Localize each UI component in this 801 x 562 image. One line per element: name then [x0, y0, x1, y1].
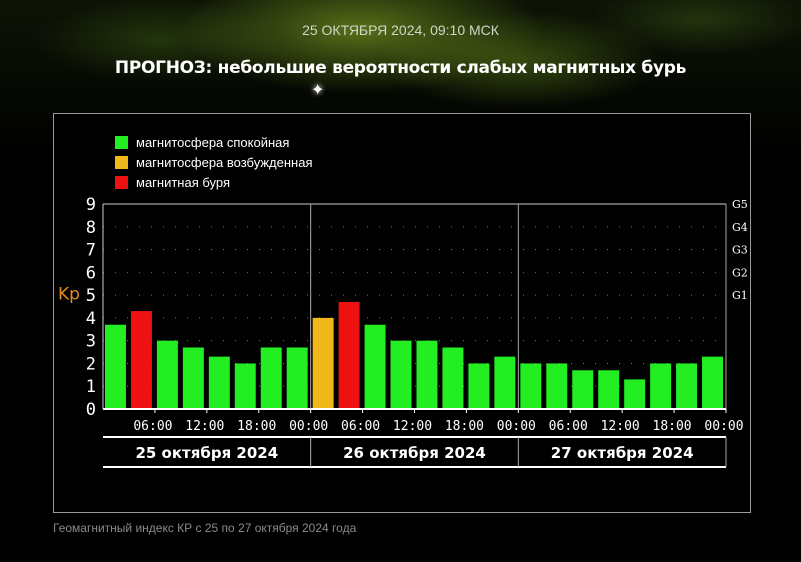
x-tick-label: 00:00 [704, 419, 743, 434]
y-tick-label: 5 [86, 286, 96, 306]
x-tick-label: 00:00 [497, 419, 536, 434]
day-label: 27 октября 2024 [551, 444, 694, 462]
x-tick-label: 18:00 [445, 419, 484, 434]
chart-panel: магнитосфера спокойная магнитосфера возб… [53, 113, 751, 513]
kp-bar [182, 347, 204, 409]
y-tick-label: 9 [86, 195, 96, 215]
kp-bar [260, 347, 282, 409]
g-level-label: G5 [732, 198, 748, 211]
x-tick-label: 18:00 [237, 419, 276, 434]
x-tick-label: 12:00 [393, 419, 432, 434]
chart-caption: Геомагнитный индекс КР с 25 по 27 октябр… [53, 521, 357, 535]
y-tick-label: 2 [86, 354, 96, 374]
kp-bar [130, 311, 152, 409]
kp-bar [156, 340, 178, 409]
kp-bar [105, 324, 126, 409]
kp-bar [208, 356, 230, 409]
g-level-label: G1 [732, 289, 748, 302]
legend-item-excited: магнитосфера возбужденная [115, 152, 313, 172]
kp-bar [676, 363, 698, 409]
kp-bar [286, 347, 308, 409]
legend-swatch-excited [115, 155, 128, 169]
legend-label-quiet: магнитосфера спокойная [136, 134, 290, 150]
star-icon: ✦ [311, 82, 325, 99]
x-tick-label: 18:00 [653, 419, 692, 434]
y-tick-label: 8 [86, 218, 96, 238]
legend-label-storm: магнитная буря [136, 174, 231, 190]
x-tick-label: 12:00 [185, 419, 224, 434]
kp-bar [234, 363, 256, 409]
g-level-label: G3 [732, 244, 748, 257]
legend-label-excited: магнитосфера возбужденная [136, 154, 313, 170]
forecast-title: ПРОГНОЗ: небольшие вероятности слабых ма… [114, 58, 687, 78]
y-tick-label: 6 [86, 263, 96, 283]
day-label: 25 октября 2024 [135, 444, 278, 462]
kp-bar [390, 340, 412, 409]
kp-bar [702, 356, 723, 409]
kp-bar [338, 301, 360, 409]
kp-bar [364, 324, 386, 409]
day-label: 26 октября 2024 [343, 444, 486, 462]
legend-swatch-storm [115, 175, 128, 189]
x-tick-label: 06:00 [341, 419, 380, 434]
x-tick-label: 12:00 [601, 419, 640, 434]
kp-bar [468, 363, 490, 409]
x-tick-label: 00:00 [289, 419, 328, 434]
y-tick-label: 3 [86, 332, 96, 352]
g-level-label: G2 [732, 266, 748, 279]
legend-item-quiet: магнитосфера спокойная [115, 132, 313, 152]
date-line: 25 ОКТЯБРЯ 2024, 09:10 МСК [302, 22, 499, 38]
g-level-label: G4 [732, 221, 748, 234]
y-axis-label: Kp [58, 285, 80, 305]
kp-bar [624, 379, 646, 409]
y-tick-label: 1 [86, 377, 96, 397]
kp-bar [546, 363, 568, 409]
x-tick-label: 06:00 [549, 419, 588, 434]
x-tick-label: 06:00 [133, 419, 172, 434]
y-tick-label: 0 [86, 400, 96, 420]
y-tick-label: 4 [86, 309, 96, 329]
chart-legend: магнитосфера спокойная магнитосфера возб… [115, 132, 313, 192]
kp-bar [572, 370, 594, 409]
kp-bar [312, 317, 334, 409]
legend-item-storm: магнитная буря [115, 172, 313, 192]
kp-bar [520, 363, 542, 409]
kp-bar [442, 347, 464, 409]
legend-swatch-quiet [115, 135, 128, 149]
y-tick-label: 7 [86, 241, 96, 261]
kp-bar [598, 370, 620, 409]
kp-bar [650, 363, 672, 409]
kp-bar [494, 356, 516, 409]
kp-bar [416, 340, 438, 409]
